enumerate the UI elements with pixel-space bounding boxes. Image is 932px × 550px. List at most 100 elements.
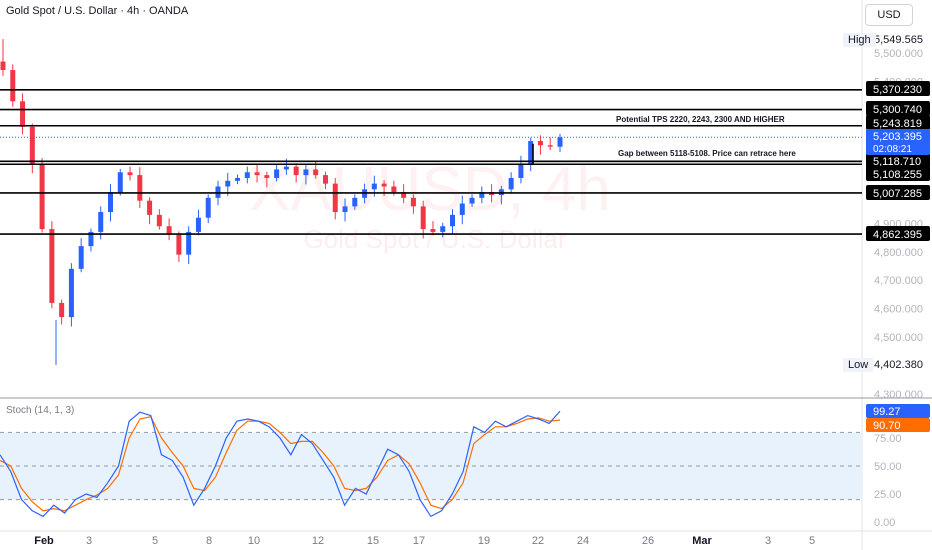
x-tick-label: 8 xyxy=(206,535,212,547)
candle xyxy=(137,167,143,209)
candle-body xyxy=(225,180,231,187)
candle xyxy=(303,163,309,185)
candle-body xyxy=(332,183,338,213)
stoch-d-bg xyxy=(866,418,930,432)
candle xyxy=(430,221,436,236)
candle xyxy=(420,200,426,239)
candle xyxy=(59,299,65,325)
candles xyxy=(0,58,563,327)
candle-body xyxy=(440,226,446,232)
candle xyxy=(508,172,514,193)
candle-body xyxy=(235,177,241,181)
candle xyxy=(264,171,270,188)
x-tick-label: 24 xyxy=(577,535,589,547)
candle-body xyxy=(410,197,416,207)
candle-body xyxy=(195,217,201,232)
price-tick-label: 5,500.000 xyxy=(874,48,923,60)
x-tick-label: 3 xyxy=(86,535,92,547)
level-label-bg xyxy=(866,115,930,130)
level-label-bg xyxy=(866,81,930,96)
candle-body xyxy=(254,172,260,176)
price-tick-label: 4,300.000 xyxy=(874,389,923,401)
candle-body xyxy=(528,141,534,164)
candle-body xyxy=(371,183,377,190)
candle xyxy=(342,198,348,222)
level-label: 5,108.255 xyxy=(873,169,922,181)
candle xyxy=(39,158,45,233)
candle-body xyxy=(430,229,436,232)
x-tick-label: 15 xyxy=(367,535,379,547)
stoch-d-value: 90.70 xyxy=(873,420,901,432)
chart-title: Gold Spot / U.S. Dollar · 4h · OANDA xyxy=(6,5,189,17)
level-label-bg xyxy=(866,101,930,116)
level-label: 5,370.230 xyxy=(873,84,922,96)
candle xyxy=(29,123,35,174)
candle xyxy=(235,174,241,185)
level-label-bg xyxy=(866,226,930,241)
candle-body xyxy=(156,214,162,227)
candle-body xyxy=(537,141,543,146)
candle-body xyxy=(137,175,143,201)
candle xyxy=(410,194,416,214)
x-tick-label: 5 xyxy=(152,535,158,547)
price-tick-label: 4,800.000 xyxy=(874,247,923,259)
candle-body xyxy=(547,145,553,147)
candle xyxy=(49,221,55,309)
price-tick-label: 4,500.000 xyxy=(874,332,923,344)
candle-body xyxy=(117,172,123,193)
x-tick-label: 26 xyxy=(642,535,654,547)
candle xyxy=(459,195,465,225)
candle xyxy=(78,238,84,273)
level-label-bg xyxy=(866,153,930,168)
candle-body xyxy=(186,231,192,255)
candle xyxy=(469,194,475,207)
candle-body xyxy=(274,169,280,178)
level-label: 5,007.285 xyxy=(873,188,922,200)
candle-body xyxy=(68,268,74,318)
x-tick-label: 3 xyxy=(765,535,771,547)
candle-body xyxy=(322,175,328,184)
stoch-legend[interactable]: Stoch (14, 1, 3) xyxy=(6,405,75,416)
candle-body xyxy=(518,163,524,178)
x-tick-label: 5 xyxy=(809,535,815,547)
candle xyxy=(147,197,153,225)
candle-body xyxy=(459,203,465,215)
candle xyxy=(293,163,299,183)
candle xyxy=(166,218,172,241)
candle xyxy=(20,93,26,135)
candle xyxy=(332,177,338,220)
stoch-tick-label: 50.00 xyxy=(874,461,902,473)
candle-body xyxy=(469,197,475,204)
candle xyxy=(225,172,231,196)
x-tick-label: 22 xyxy=(532,535,544,547)
high-label: High xyxy=(843,33,876,47)
x-tick-label: 17 xyxy=(413,535,425,547)
candle-body xyxy=(479,192,485,198)
candle-body xyxy=(381,183,387,187)
candle-body xyxy=(78,246,84,269)
watermark-symbol: XAUUSD, 4h xyxy=(249,155,611,224)
candle-body xyxy=(59,302,65,318)
candle-body xyxy=(147,200,153,215)
candle xyxy=(322,171,328,190)
candle xyxy=(107,184,113,222)
level-label: 4,862.395 xyxy=(873,229,922,241)
candle-body xyxy=(283,166,289,170)
candle-body xyxy=(264,175,270,178)
candle xyxy=(254,164,260,183)
x-tick-label: 10 xyxy=(248,535,260,547)
stoch-k-bg xyxy=(866,404,930,418)
candle xyxy=(156,209,162,230)
currency-selector[interactable]: USD xyxy=(865,4,913,26)
level-label: 5,243.819 xyxy=(873,118,922,130)
candle xyxy=(127,166,133,181)
candle-body xyxy=(401,192,407,198)
candle-body xyxy=(508,177,514,190)
candle-body xyxy=(557,137,563,147)
candle-body xyxy=(29,126,35,164)
price-tick-label: 4,700.000 xyxy=(874,275,923,287)
level-label: 5,300.740 xyxy=(873,104,922,116)
x-tick-label: 12 xyxy=(312,535,324,547)
candle-body xyxy=(127,172,133,176)
